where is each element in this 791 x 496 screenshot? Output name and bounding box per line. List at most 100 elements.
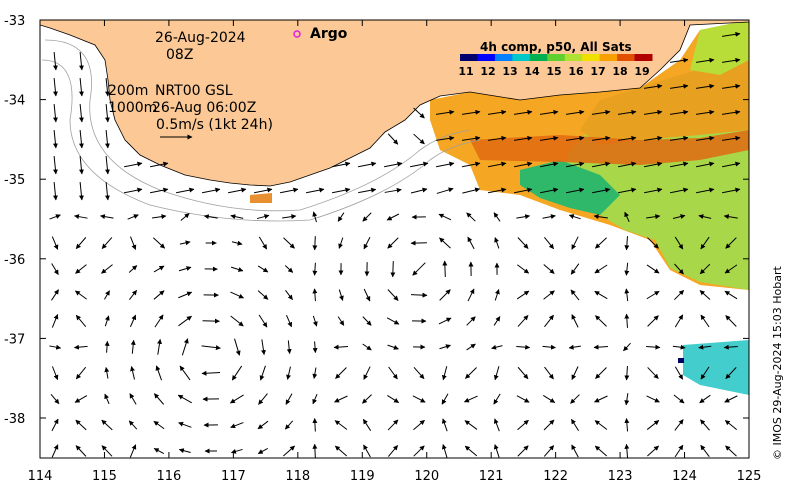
current-arrow	[572, 367, 578, 380]
current-arrow	[363, 419, 370, 430]
current-arrow	[440, 345, 451, 349]
current-arrow	[180, 366, 190, 380]
current-arrow	[285, 266, 293, 273]
current-arrow	[595, 316, 606, 327]
current-arrow	[516, 346, 529, 347]
current-arrow	[518, 315, 528, 326]
source-time-label: 26-Aug 06:00Z	[152, 100, 256, 116]
current-arrow	[571, 395, 580, 404]
current-arrow	[675, 315, 682, 327]
current-arrow	[442, 394, 448, 405]
current-arrow	[462, 189, 479, 193]
current-arrow	[257, 215, 269, 218]
y-tick-label: -36	[4, 253, 25, 268]
current-arrow	[443, 445, 447, 458]
current-arrow	[700, 291, 710, 300]
current-arrow	[102, 420, 113, 430]
current-arrow	[315, 289, 316, 301]
current-arrow	[156, 366, 161, 380]
current-arrow	[176, 189, 194, 193]
current-arrow	[107, 341, 108, 352]
current-arrow	[254, 189, 272, 193]
current-arrow	[232, 242, 242, 244]
current-arrow	[235, 339, 240, 356]
current-arrow	[75, 396, 87, 403]
current-arrow	[285, 290, 292, 299]
current-arrow	[571, 419, 578, 430]
current-arrow	[54, 104, 56, 122]
current-arrow	[572, 315, 578, 328]
current-arrow	[465, 368, 476, 379]
current-arrow	[259, 237, 266, 249]
current-arrow	[76, 420, 86, 430]
current-arrow	[388, 134, 398, 145]
current-arrow	[700, 420, 709, 431]
current-arrow	[518, 420, 529, 430]
current-arrow	[411, 243, 427, 244]
current-arrow	[339, 238, 343, 249]
current-arrow	[74, 346, 87, 347]
current-arrow	[627, 236, 628, 250]
y-tick-label: -38	[4, 412, 25, 427]
current-arrow	[52, 366, 57, 379]
current-arrow	[335, 421, 347, 430]
current-arrow	[231, 423, 244, 428]
colorbar-swatches	[460, 54, 653, 61]
x-tick-label: 117	[221, 469, 246, 484]
current-arrow	[701, 315, 709, 327]
x-tick-label: 119	[350, 469, 375, 484]
current-arrow	[51, 290, 58, 301]
current-arrow	[124, 189, 142, 193]
x-tick-label: 114	[28, 469, 53, 484]
current-arrow	[518, 238, 528, 249]
source-label: NRT00 GSL	[155, 83, 233, 99]
current-arrow	[258, 266, 268, 272]
current-arrow	[387, 395, 398, 402]
time-label: 08Z	[166, 47, 193, 63]
current-arrow	[105, 394, 109, 404]
y-tick-label: -37	[4, 332, 25, 347]
current-arrow	[414, 446, 425, 456]
current-arrow	[230, 395, 243, 403]
current-arrow	[410, 163, 428, 167]
current-arrow	[178, 292, 191, 298]
current-arrow	[52, 445, 58, 458]
current-arrow	[674, 290, 683, 299]
current-arrow	[231, 216, 243, 219]
current-arrow	[364, 445, 371, 457]
colorbar-title: 4h comp, p50, All Sats	[480, 40, 632, 54]
colorbar-swatch	[582, 54, 600, 61]
current-arrow	[315, 419, 316, 432]
current-arrow	[364, 237, 370, 249]
current-arrow	[623, 343, 630, 351]
current-arrow	[283, 238, 294, 249]
current-arrow	[572, 445, 579, 457]
current-arrow	[439, 214, 451, 220]
current-arrow	[388, 238, 399, 249]
current-arrow	[132, 340, 133, 353]
current-arrow	[232, 366, 241, 380]
current-arrow	[595, 291, 608, 298]
colorbar-swatch	[530, 54, 548, 61]
current-arrow	[626, 444, 627, 457]
current-arrow	[76, 315, 86, 326]
depth-200-label: 200m	[108, 83, 148, 99]
current-arrow	[363, 317, 371, 326]
x-tick-label: 121	[479, 469, 504, 484]
current-arrow	[258, 448, 267, 453]
x-tick-label: 123	[608, 469, 633, 484]
current-arrow	[626, 393, 628, 405]
current-arrow	[334, 346, 348, 347]
current-arrow	[545, 367, 554, 379]
current-arrow	[543, 395, 554, 402]
current-arrow	[332, 189, 350, 193]
current-arrow	[52, 237, 57, 250]
current-arrow	[202, 189, 220, 193]
current-arrow	[315, 236, 316, 250]
current-arrow	[179, 450, 190, 453]
current-arrow	[130, 237, 135, 250]
current-arrow	[725, 396, 738, 402]
colorbar-tick-label: 11	[458, 65, 473, 78]
scale-label: 0.5m/s (1kt 24h)	[156, 117, 273, 133]
